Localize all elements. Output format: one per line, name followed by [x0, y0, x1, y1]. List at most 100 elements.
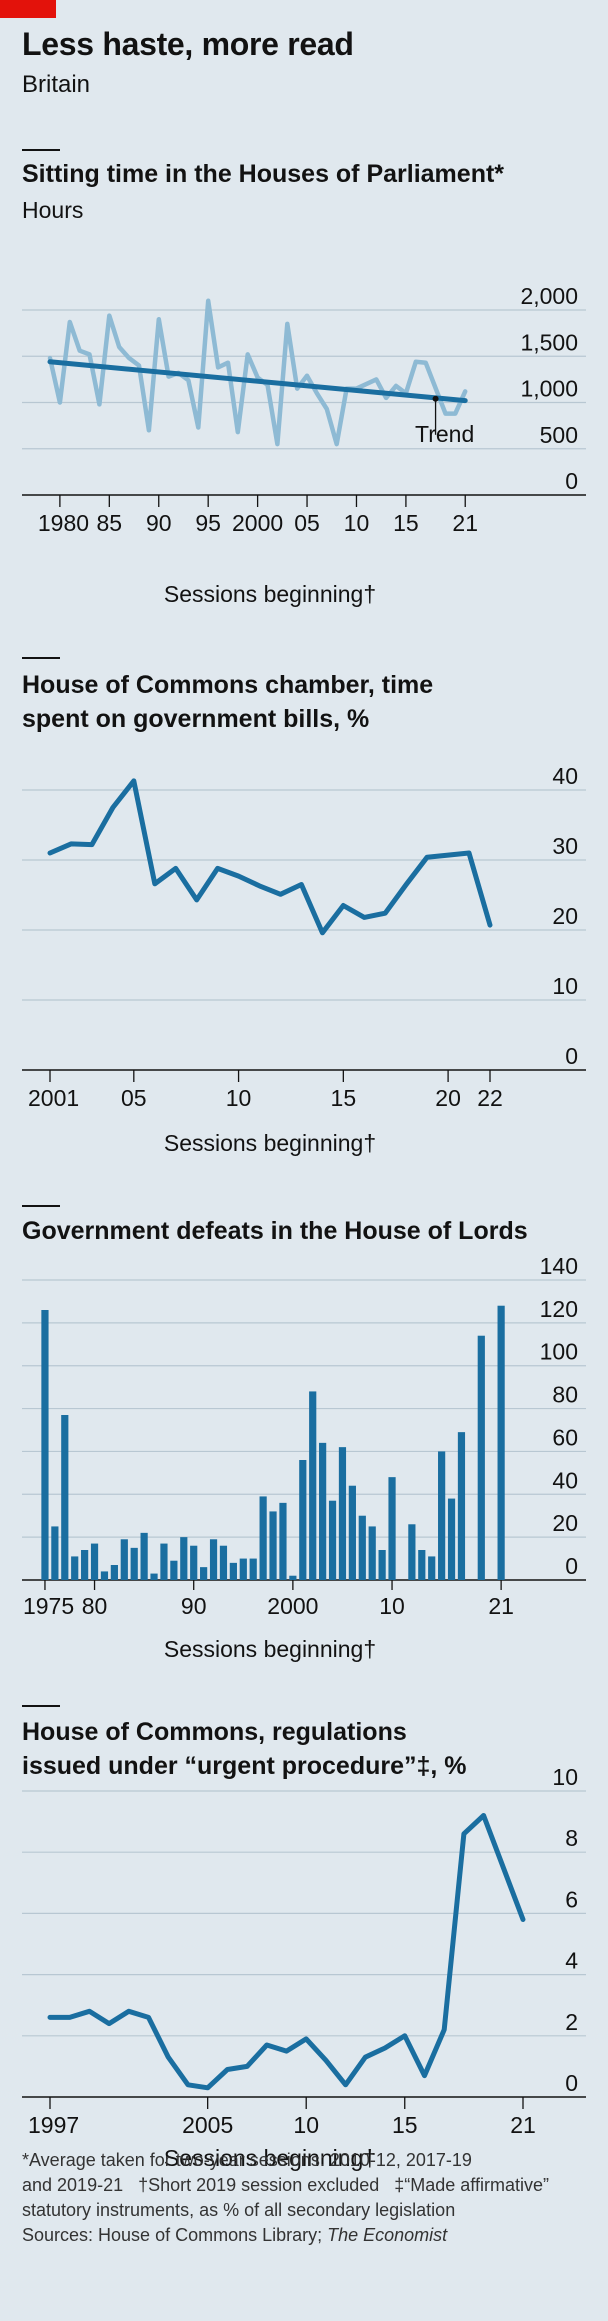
bar: [41, 1310, 49, 1580]
sources-italic: The Economist: [327, 2225, 448, 2245]
bar: [348, 1485, 356, 1580]
trend-annotation-dot: [432, 395, 439, 402]
y-tick-label: 80: [552, 1382, 578, 1408]
x-tick-label: 80: [82, 1593, 108, 1619]
bar: [190, 1545, 198, 1580]
x-axis-ticks: 2001 05 10 15 20 22: [28, 1070, 503, 1111]
bar: [368, 1526, 376, 1580]
x-axis-ticks: 1980 85 90 95 2000 05 10 15 21: [38, 495, 478, 536]
x-axis-ticks: 1975 80 90 2000 10 21: [23, 1580, 514, 1619]
bar: [309, 1391, 317, 1580]
y-tick-label: 20: [552, 903, 578, 929]
x-axis-ticks: 1997 2005 10 15 21: [28, 2097, 536, 2138]
x-tick-label: 1997: [28, 2112, 79, 2138]
bar: [418, 1550, 426, 1580]
bar: [140, 1532, 148, 1580]
x-axis-label: Sessions beginning†: [164, 1636, 376, 1662]
x-tick-label: 85: [97, 510, 123, 536]
bar: [170, 1560, 178, 1580]
footnote-line-3: statutory instruments, as % of all secon…: [22, 2200, 456, 2220]
y-tick-label: 1,500: [520, 329, 578, 355]
x-tick-label: 10: [344, 510, 370, 536]
bar: [338, 1447, 347, 1580]
y-tick-label: 0: [565, 1553, 578, 1579]
bar: [259, 1496, 267, 1580]
bar: [319, 1442, 327, 1580]
x-tick-label: 21: [510, 2112, 536, 2138]
x-tick-label: 2000: [267, 1593, 318, 1619]
x-tick-label: 10: [226, 1085, 252, 1111]
gridlines: [22, 309, 586, 496]
bar: [200, 1567, 208, 1580]
y-tick-label: 6: [565, 1886, 578, 1912]
series-line: [47, 1813, 526, 2091]
bar: [130, 1547, 138, 1580]
bar: [209, 1539, 218, 1580]
bar: [150, 1573, 158, 1580]
x-tick-label: 20: [435, 1085, 461, 1111]
x-tick-label: 15: [392, 2112, 418, 2138]
bar: [388, 1477, 396, 1580]
x-tick-label: 1975: [23, 1593, 74, 1619]
chart-title-line-1: House of Commons, regulations: [22, 1718, 407, 1746]
chart-title: Government defeats in the House of Lords: [22, 1217, 528, 1245]
sitting-hours-line: [47, 298, 468, 447]
x-tick-label: 2001: [28, 1085, 79, 1111]
x-axis-label: Sessions beginning†: [164, 1130, 376, 1156]
y-tick-label: 10: [552, 973, 578, 999]
y-tick-label: 30: [552, 833, 578, 859]
y-tick-label: 2,000: [520, 283, 578, 309]
footnote-line-1: *Average taken for two-year sessions: 20…: [22, 2150, 472, 2170]
bar: [279, 1502, 287, 1580]
gridlines: [22, 1790, 586, 2098]
y-tick-label: 100: [540, 1339, 578, 1365]
x-tick-label: 15: [393, 510, 419, 536]
bar: [428, 1556, 436, 1580]
x-axis-label: Sessions beginning†: [164, 581, 376, 607]
bar: [219, 1545, 228, 1580]
x-tick-label: 22: [477, 1085, 503, 1111]
y-tick-label: 10: [552, 1764, 578, 1790]
trend-line: [47, 359, 468, 404]
page-title: Less haste, more read: [22, 26, 354, 62]
gridlines: [22, 789, 586, 1071]
chart-title: Sitting time in the Houses of Parliament…: [22, 160, 504, 188]
y-tick-label: 40: [552, 1467, 578, 1493]
y-tick-labels: 0 500 1,000 1,500 2,000: [520, 283, 578, 494]
x-tick-label: 1980: [38, 510, 89, 536]
chart-lords-defeats: Government defeats in the House of Lords…: [22, 1205, 586, 1662]
y-tick-labels: 0 20 40 60 80 100 120 140: [540, 1253, 578, 1579]
x-tick-label: 2005: [182, 2112, 233, 2138]
x-tick-label: 21: [452, 510, 478, 536]
footnote-line-2: and 2019-21 †Short 2019 session excluded…: [22, 2175, 549, 2195]
bar: [51, 1526, 59, 1580]
y-tick-labels: 0 2 4 6 8 10: [552, 1764, 578, 2096]
bar: [289, 1575, 297, 1580]
bar: [61, 1415, 69, 1580]
chart-title-line-2: issued under “urgent procedure”‡, %: [22, 1752, 467, 1780]
x-tick-label: 90: [181, 1593, 207, 1619]
x-tick-label: 21: [488, 1593, 514, 1619]
chart-govt-bills: House of Commons chamber, time spent on …: [22, 657, 586, 1156]
series-lines: [47, 1813, 526, 2091]
x-tick-label: 10: [293, 2112, 319, 2138]
series-lines: [47, 778, 493, 936]
chart-title-line-2: spent on government bills, %: [22, 705, 369, 733]
bar: [477, 1335, 485, 1580]
bar: [90, 1543, 99, 1580]
unit-label: Hours: [22, 197, 83, 223]
y-tick-label: 0: [565, 2070, 578, 2096]
x-tick-label: 15: [331, 1085, 357, 1111]
bar: [239, 1558, 247, 1580]
x-tick-label: 10: [379, 1593, 405, 1619]
bar: [457, 1432, 466, 1580]
y-tick-label: 60: [552, 1424, 578, 1450]
bar: [81, 1550, 89, 1580]
bar: [299, 1460, 307, 1580]
bar: [269, 1511, 277, 1580]
sources-text: Sources: House of Commons Library;: [22, 2225, 328, 2245]
bar: [249, 1558, 257, 1580]
y-tick-labels: 0 10 20 30 40: [552, 763, 578, 1069]
chart-sitting-time: Sitting time in the Houses of Parliament…: [22, 149, 586, 607]
y-tick-label: 20: [552, 1510, 578, 1536]
